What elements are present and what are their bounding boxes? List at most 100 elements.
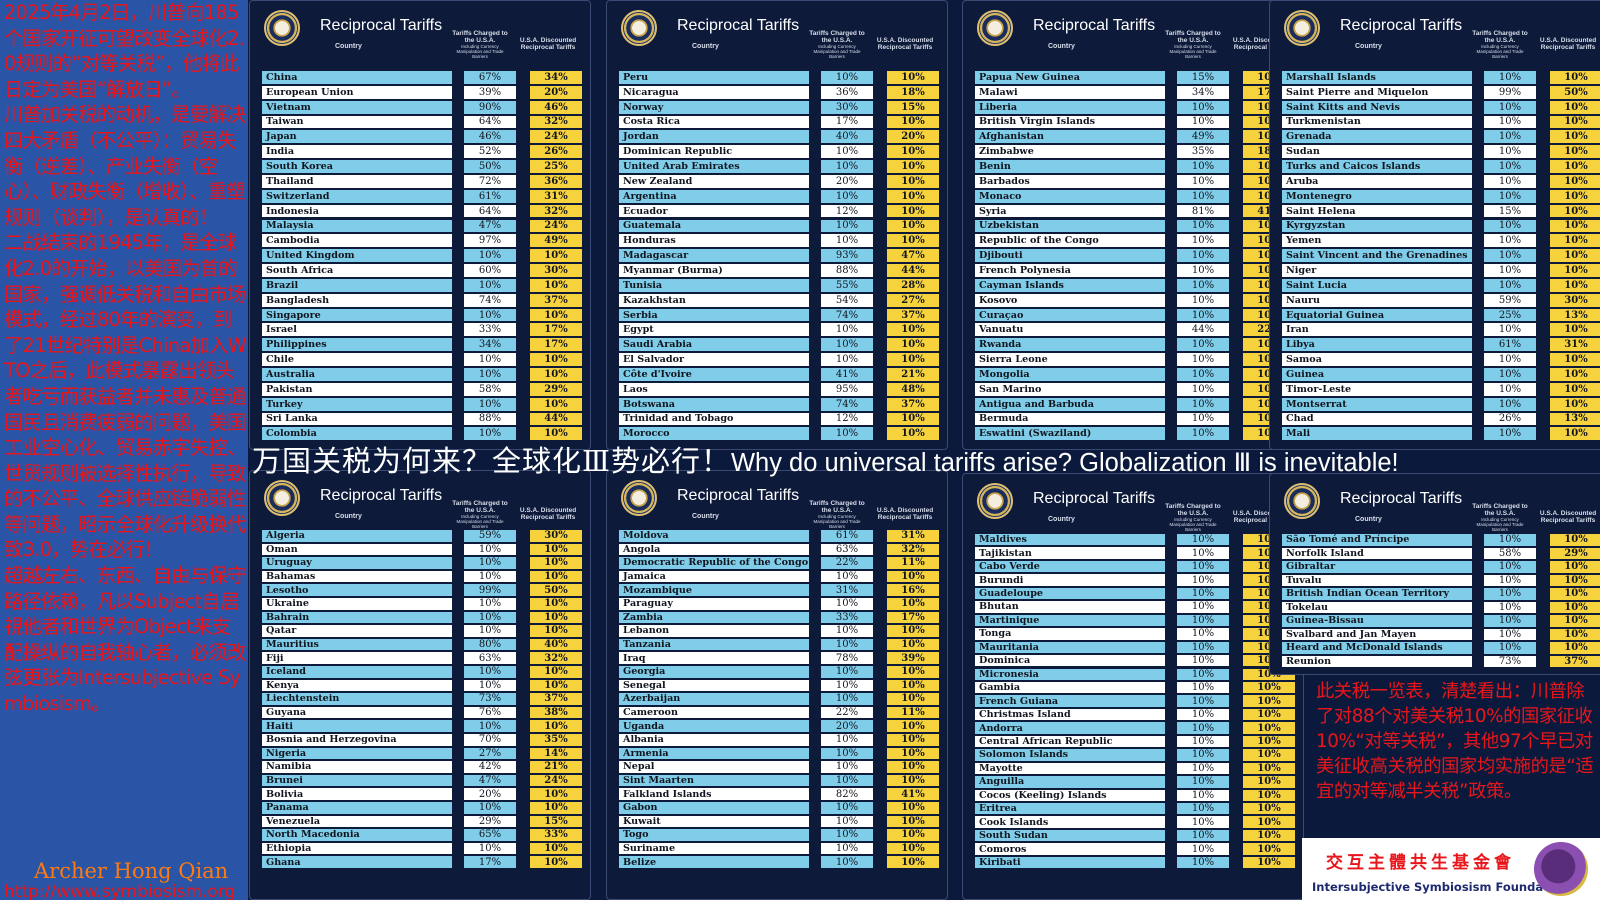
- tariff-charged-value: 10%: [1177, 234, 1229, 248]
- country-name: Dominica: [975, 655, 1165, 667]
- country-name: Australia: [262, 368, 452, 381]
- presidential-seal-icon: [621, 10, 657, 46]
- presidential-seal-icon: [1284, 10, 1320, 46]
- country-name: United Kingdom: [262, 249, 452, 263]
- country-name: European Union: [262, 85, 452, 99]
- tariff-summary-note: 此关税一览表，清楚看出：川普除了对88个对美关税10%的国家征收10%“对等关税…: [1316, 679, 1600, 837]
- tariff-row: Cook Islands 10% 10%: [963, 815, 1303, 828]
- tariff-row: Egypt 10% 10%: [607, 322, 947, 337]
- tariff-panel: Reciprocal Tariffs Country Tariffs Charged…: [962, 473, 1304, 900]
- reciprocal-tariff-value: 10%: [887, 802, 939, 814]
- tariff-row: Laos 95% 48%: [607, 382, 947, 397]
- reciprocal-tariff-value: 10%: [887, 761, 939, 773]
- column-header-charged: Tariffs Charged to the U.S.A. Including C…: [1161, 503, 1225, 532]
- reciprocal-tariff-value: 36%: [530, 174, 582, 188]
- column-header-discounted: U.S.A. Discounted Reciprocal Tariffs: [519, 507, 577, 521]
- country-name: China: [262, 71, 452, 84]
- reciprocal-tariff-value: 10%: [887, 774, 939, 787]
- tariff-charged-value: 78%: [821, 652, 873, 664]
- country-name: Tanzania: [619, 638, 809, 651]
- panel-title: Reciprocal Tariffs: [1340, 490, 1463, 507]
- tariff-charged-value: 10%: [1484, 145, 1536, 159]
- tariff-charged-value: 34%: [1177, 85, 1229, 99]
- tariff-charged-value: 10%: [821, 761, 873, 773]
- tariff-charged-value: 10%: [1484, 264, 1536, 277]
- column-header-country: Country: [335, 513, 362, 520]
- panel-title: Reciprocal Tariffs: [1340, 17, 1463, 34]
- reciprocal-tariff-value: 10%: [1243, 789, 1295, 801]
- country-name: Côte d'Ivoire: [619, 368, 809, 381]
- tariff-charged-value: 10%: [1484, 249, 1536, 263]
- tariff-charged-value: 50%: [464, 160, 516, 173]
- country-name: Rwanda: [975, 338, 1165, 352]
- country-name: Svalbard and Jan Mayen: [1282, 628, 1472, 640]
- commentary-paragraph-2: 川普加关税的动机，是要解决四大矛盾（不公平）：贸易失衡（逆差）、产业失衡（空心）…: [4, 103, 246, 229]
- reciprocal-tariff-value: 10%: [1550, 588, 1600, 600]
- tariff-row: Taiwan 64% 32%: [250, 115, 590, 130]
- tariff-charged-value: 10%: [821, 815, 873, 828]
- country-name: Israel: [262, 323, 452, 337]
- panel-title: Reciprocal Tariffs: [677, 487, 800, 504]
- country-name: Moldova: [619, 530, 809, 542]
- reciprocal-tariff-value: 10%: [1550, 130, 1600, 144]
- tariff-row: Kiribati 10% 10%: [963, 856, 1303, 869]
- tariff-charged-value: 10%: [1177, 708, 1229, 721]
- reciprocal-tariff-value: 31%: [530, 189, 582, 203]
- column-header-country: Country: [692, 43, 719, 50]
- tariff-row: Ghana 17% 10%: [250, 855, 590, 869]
- panel-header: Reciprocal Tariffs Country Tariffs Charged…: [607, 471, 947, 529]
- tariff-charged-value: 10%: [1177, 368, 1229, 381]
- reciprocal-tariff-value: 10%: [887, 842, 939, 855]
- country-name: Zambia: [619, 611, 809, 624]
- reciprocal-tariff-value: 10%: [530, 353, 582, 366]
- tariff-row: Cocos (Keeling) Islands 10% 10%: [963, 789, 1303, 802]
- tariff-charged-value: 10%: [1177, 681, 1229, 694]
- reciprocal-tariff-value: 10%: [1243, 856, 1295, 869]
- reciprocal-tariff-value: 37%: [887, 308, 939, 322]
- reciprocal-tariff-value: 29%: [530, 382, 582, 396]
- country-name: Heard and McDonald Islands: [1282, 642, 1472, 654]
- reciprocal-tariff-value: 15%: [887, 100, 939, 114]
- reciprocal-tariff-value: 10%: [1550, 561, 1600, 573]
- tariff-row: Anguilla 10% 10%: [963, 775, 1303, 788]
- reciprocal-tariff-value: 25%: [530, 160, 582, 173]
- tariff-row: European Union 39% 20%: [250, 85, 590, 100]
- panel-title: Reciprocal Tariffs: [1033, 17, 1156, 34]
- tariff-charged-value: 10%: [464, 720, 516, 732]
- country-name: Montserrat: [1282, 397, 1472, 411]
- tariff-row: Reunion 73% 37%: [1270, 655, 1600, 669]
- tariff-charged-value: 72%: [464, 174, 516, 188]
- reciprocal-tariff-value: 28%: [887, 278, 939, 292]
- country-name: Venezuela: [262, 815, 452, 828]
- tariff-row: Lesotho 99% 50%: [250, 583, 590, 597]
- tariff-row: Timor-Leste 10% 10%: [1270, 382, 1600, 397]
- column-header-charged: Tariffs Charged to the U.S.A. Including C…: [1161, 30, 1225, 59]
- website-link[interactable]: http://www.symbiosism.org: [4, 882, 236, 900]
- tariff-charged-value: 70%: [464, 734, 516, 746]
- tariff-charged-value: 15%: [1484, 204, 1536, 218]
- country-name: Benin: [975, 160, 1165, 173]
- tariff-charged-value: 10%: [1177, 735, 1229, 748]
- reciprocal-tariff-value: 34%: [530, 71, 582, 84]
- foundation-emblem-icon: [1534, 842, 1588, 896]
- tariff-charged-value: 10%: [1177, 695, 1229, 707]
- tariff-charged-value: 10%: [1484, 71, 1536, 84]
- country-name: Armenia: [619, 747, 809, 760]
- tariff-row: India 52% 26%: [250, 144, 590, 159]
- commentary-text: 2025年4月2日，川普向185个国家开征可望改变全球化2.0规则的“对等关税”…: [4, 0, 248, 717]
- tariff-charged-value: 61%: [1484, 338, 1536, 352]
- reciprocal-tariff-value: 37%: [1550, 655, 1600, 667]
- reciprocal-tariff-value: 10%: [530, 368, 582, 381]
- tariff-charged-value: 10%: [1177, 397, 1229, 411]
- column-header-charged-note: Including Currency Manipulation and Trad…: [456, 44, 504, 59]
- reciprocal-tariff-value: 10%: [1550, 397, 1600, 411]
- tariff-row: Tuvalu 10% 10%: [1270, 574, 1600, 588]
- tariff-charged-value: 67%: [464, 71, 516, 84]
- reciprocal-tariff-value: 32%: [530, 115, 582, 129]
- reciprocal-tariff-value: 10%: [530, 720, 582, 732]
- country-name: Madagascar: [619, 249, 809, 263]
- tariff-charged-value: 10%: [1484, 174, 1536, 188]
